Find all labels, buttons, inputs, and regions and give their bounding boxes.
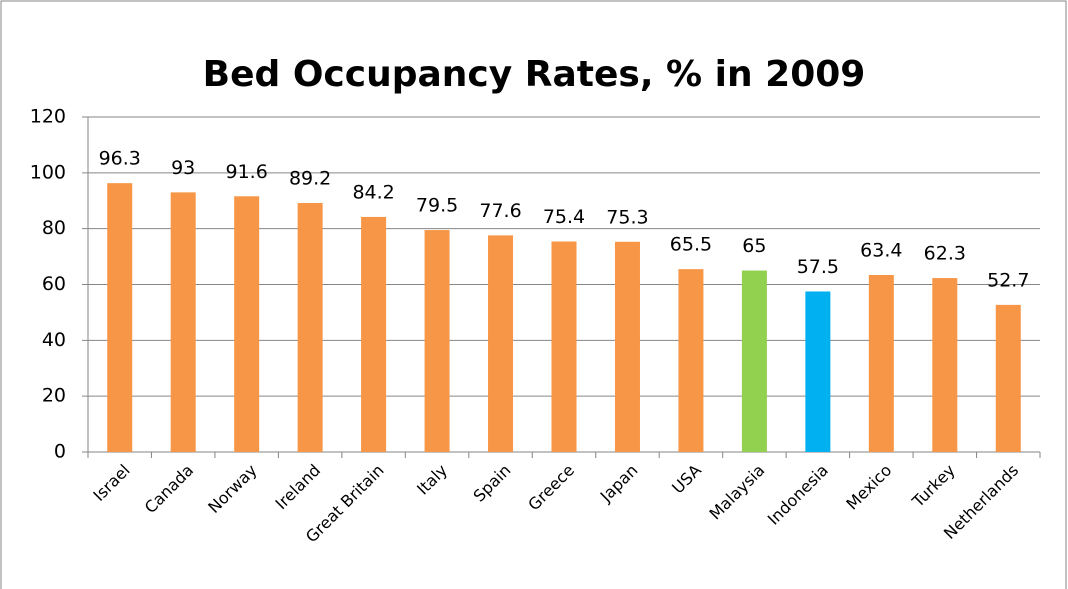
y-tick-label: 0: [54, 441, 66, 463]
data-label: 52.7: [987, 269, 1029, 291]
bar: [424, 230, 450, 452]
data-label: 57.5: [797, 256, 839, 278]
bar: [678, 269, 704, 452]
data-label: 62.3: [924, 243, 966, 265]
data-label: 65: [742, 235, 766, 257]
y-tick-label: 20: [42, 385, 66, 407]
data-label: 93: [171, 157, 195, 179]
data-label: 91.6: [226, 161, 268, 183]
data-label: 89.2: [289, 167, 331, 189]
bar: [234, 196, 260, 452]
y-tick-label: 100: [30, 161, 66, 183]
bar: [107, 183, 133, 452]
data-label: 84.2: [352, 181, 394, 203]
bar: [297, 202, 323, 452]
data-label: 75.3: [606, 206, 648, 228]
bar: [741, 270, 767, 452]
bar: [614, 241, 640, 452]
y-tick-label: 40: [42, 329, 66, 351]
bar: [170, 192, 196, 452]
y-tick-label: 80: [42, 217, 66, 239]
data-label: 77.6: [479, 200, 521, 222]
y-tick-label: 60: [42, 273, 66, 295]
bar: [932, 278, 958, 452]
bar: [361, 216, 387, 452]
data-label: 79.5: [416, 195, 458, 217]
data-label: 63.4: [860, 240, 902, 262]
chart-title: Bed Occupancy Rates, % in 2009: [203, 54, 866, 95]
bar: [868, 275, 894, 452]
data-label: 96.3: [99, 148, 141, 170]
bar: [805, 291, 831, 452]
y-tick-label: 120: [30, 106, 66, 128]
data-label: 65.5: [670, 234, 712, 256]
bar: [551, 241, 577, 452]
data-label: 75.4: [543, 206, 585, 228]
bar: [488, 235, 514, 452]
bar: [995, 304, 1021, 452]
